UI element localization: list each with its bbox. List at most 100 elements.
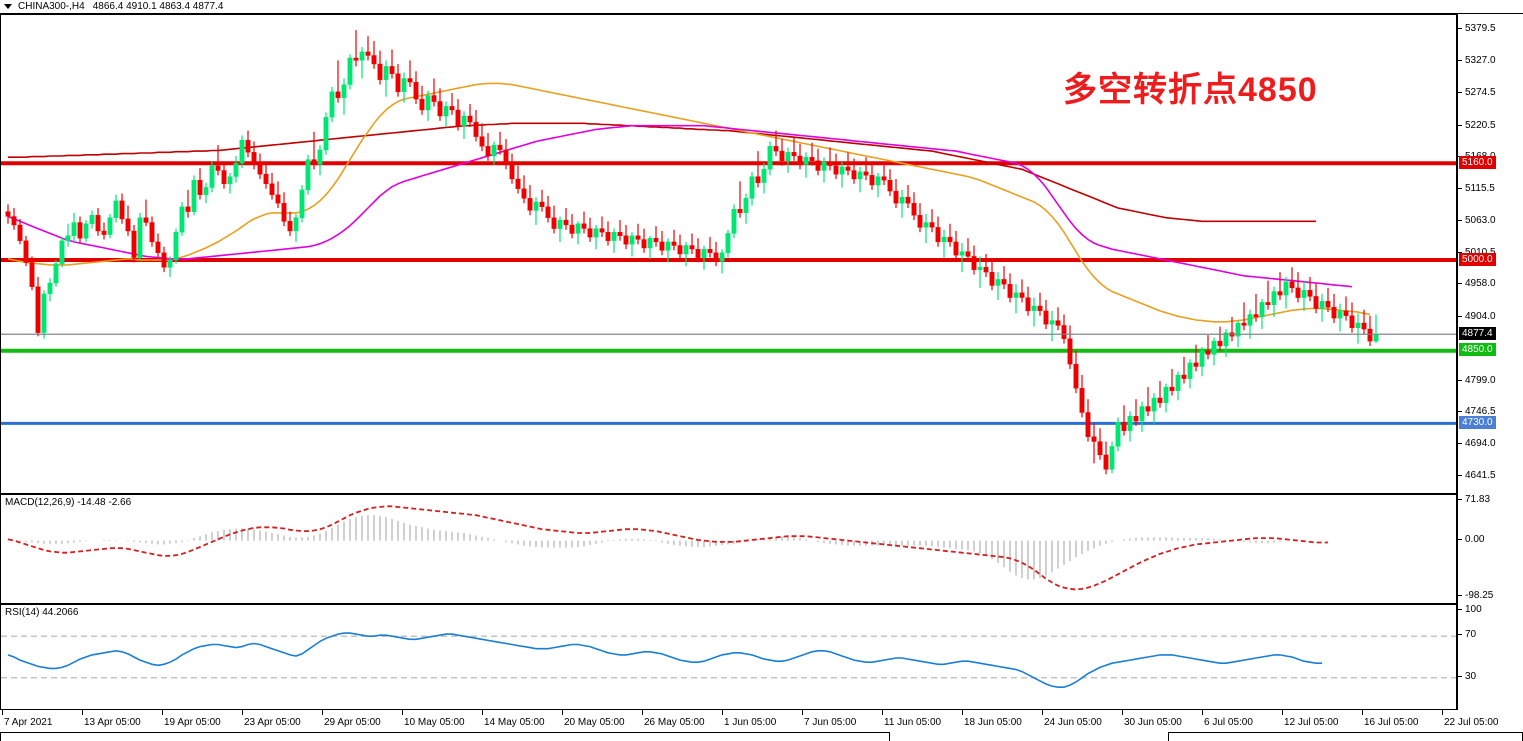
- level-price-tag[interactable]: 4850.0: [1459, 343, 1496, 357]
- candle-body: [275, 194, 281, 204]
- candle-body: [125, 218, 131, 232]
- time-axis-tick: [1122, 710, 1123, 715]
- candle-body: [707, 248, 713, 253]
- candle-body: [65, 235, 71, 241]
- candle-body: [515, 178, 521, 189]
- price-tick: 5379.5: [1458, 23, 1523, 35]
- candle-body: [1043, 310, 1049, 325]
- price-tick: 4958.0: [1458, 278, 1523, 290]
- candle-body: [623, 235, 629, 245]
- level-price-tag[interactable]: 5160.0: [1459, 155, 1496, 169]
- candle-body: [293, 217, 299, 232]
- macd-signal-line: [7, 505, 1328, 591]
- candle-body: [305, 159, 311, 191]
- candle-body: [11, 216, 17, 226]
- time-axis-label: 6 Jul 05:00: [1204, 717, 1253, 728]
- price-tick: 4694.0: [1458, 438, 1523, 450]
- price-tick: 5220.5: [1458, 120, 1523, 132]
- candle-body: [1175, 374, 1181, 391]
- symbol-label: CHINA300-,H4: [18, 1, 85, 12]
- candle-body: [977, 267, 983, 270]
- candle-body: [47, 282, 53, 295]
- candle-body: [1247, 314, 1253, 326]
- time-axis-label: 1 Jun 05:00: [724, 717, 777, 728]
- candle-body: [143, 217, 149, 223]
- time-axis-label: 22 Jul 05:00: [1444, 717, 1499, 728]
- candle-body: [947, 236, 953, 243]
- candle-body: [527, 198, 533, 211]
- candle-body: [59, 240, 65, 264]
- price-scale[interactable]: 5379.55327.05274.55220.55168.05115.55063…: [1457, 14, 1523, 494]
- price-tick: 5010.5: [1458, 247, 1523, 259]
- candle-body: [425, 95, 431, 111]
- time-axis-tick: [322, 710, 323, 715]
- rsi-line: [7, 632, 1322, 688]
- tick-label: 4641.5: [1465, 469, 1496, 481]
- candle-body: [257, 164, 263, 175]
- candle-body: [755, 176, 761, 183]
- candle-body: [1121, 422, 1127, 431]
- time-axis-tick: [802, 710, 803, 715]
- chart-annotation-text: 多空转折点4850: [1063, 71, 1318, 109]
- macd-scale[interactable]: 71.83 0.00 -98.25: [1457, 494, 1523, 604]
- candle-body: [779, 150, 785, 162]
- candle-body: [503, 149, 509, 165]
- time-axis[interactable]: 7 Apr 2021 13 Apr 05:00 19 Apr 05:00 23 Apr…: [0, 710, 1499, 732]
- candle-body: [1085, 412, 1091, 437]
- candle-body: [311, 159, 317, 165]
- candle-body: [383, 66, 389, 80]
- time-axis-tick: [882, 710, 883, 715]
- tick-dash: [1458, 124, 1462, 126]
- candle-body: [1001, 279, 1007, 285]
- candle-body: [419, 98, 425, 111]
- candle-body: [563, 219, 569, 226]
- candle-body: [269, 183, 275, 195]
- level-price-tag[interactable]: 5000.0: [1459, 252, 1496, 266]
- price-pane[interactable]: [0, 14, 1457, 494]
- candle-body: [149, 222, 155, 243]
- candle-body: [905, 196, 911, 204]
- candle-body: [251, 152, 257, 165]
- tick-dash: [1458, 316, 1462, 318]
- candle-body: [1049, 320, 1055, 325]
- candle-body: [1235, 322, 1241, 337]
- candle-body: [509, 164, 515, 180]
- candle-body: [791, 152, 797, 157]
- tick-label: 4904.0: [1465, 311, 1496, 323]
- price-plot: [1, 15, 1456, 493]
- time-axis-label: 29 Apr 05:00: [324, 717, 381, 728]
- tick-label: 5274.5: [1465, 86, 1496, 98]
- time-axis-tick: [642, 710, 643, 715]
- current-price-tag[interactable]: 4877.4: [1459, 326, 1496, 340]
- candle-body: [323, 117, 329, 151]
- time-axis-label: 24 Jun 05:00: [1044, 717, 1102, 728]
- candle-body: [179, 206, 185, 233]
- candle-body: [1241, 322, 1247, 326]
- candle-body: [461, 115, 467, 126]
- candle-body: [335, 91, 341, 99]
- ohlc-values: 4866.4 4910.1 4863.4 4877.4: [92, 1, 224, 12]
- candle-body: [773, 146, 779, 152]
- level-price-tag[interactable]: 4730.0: [1459, 415, 1496, 429]
- rsi-pane[interactable]: RSI(14) 44.2066: [0, 604, 1457, 710]
- tick-dash: [1458, 251, 1462, 253]
- tick-label: 5327.0: [1465, 55, 1496, 67]
- candle-body: [815, 160, 821, 171]
- candle-body: [23, 240, 29, 263]
- candle-body: [677, 245, 683, 255]
- candle-body: [713, 252, 719, 262]
- macd-plot-svg: [7, 505, 1328, 591]
- candle-body: [1079, 388, 1085, 413]
- candle-body: [971, 256, 977, 270]
- candle-body: [1013, 292, 1019, 298]
- macd-pane[interactable]: MACD(12,26,9) -14.48 -2.66: [0, 494, 1457, 604]
- candle-body: [983, 267, 989, 273]
- tick-label: 70: [1465, 629, 1477, 641]
- caret-down-icon[interactable]: [4, 4, 12, 9]
- candle-body: [1271, 291, 1277, 306]
- time-axis-label: 16 Jul 05:00: [1364, 717, 1419, 728]
- candle-body: [1193, 362, 1199, 367]
- time-axis-tick: [82, 710, 83, 715]
- candle-body: [683, 245, 689, 255]
- rsi-scale[interactable]: 100 70 30: [1457, 604, 1523, 710]
